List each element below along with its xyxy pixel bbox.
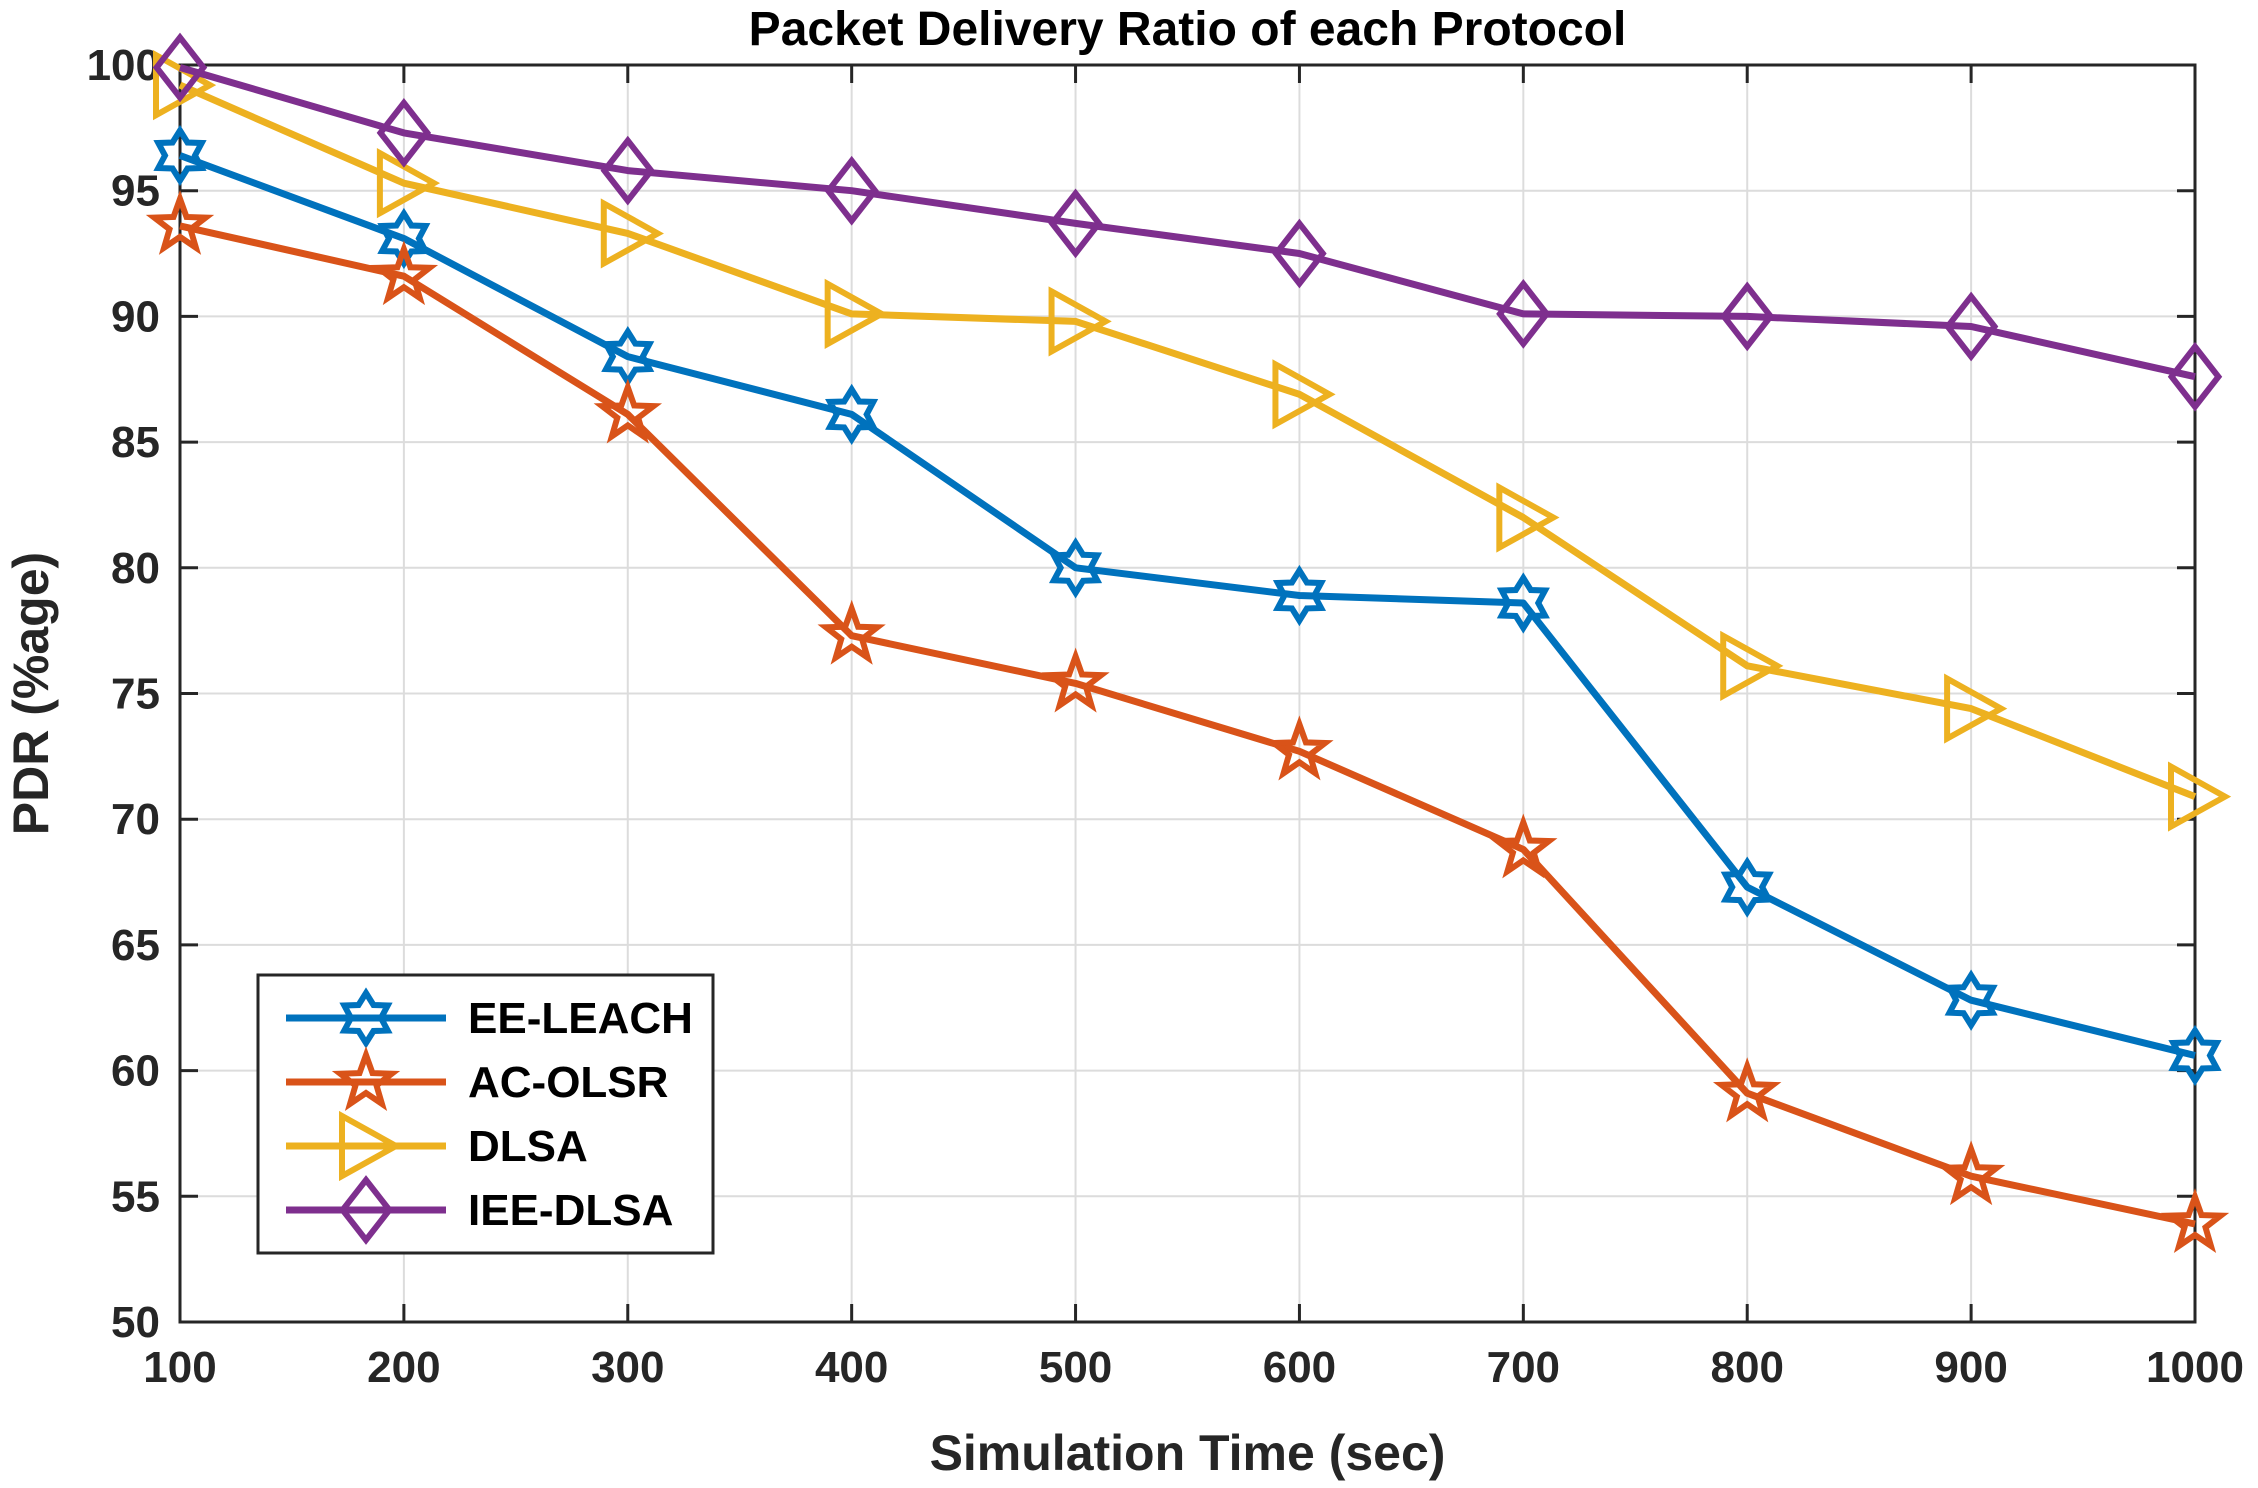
legend-marker-dlsa	[339, 1110, 403, 1182]
legend: EE-LEACH AC-OLSR DLSA IEE-DLSA	[256, 973, 715, 1255]
series-line-ee-leach	[178, 152, 2196, 1059]
data-point-dlsa	[824, 278, 888, 349]
data-point-ac-olsr	[1712, 1057, 1782, 1123]
legend-entry-ac-olsr: AC-OLSR	[286, 1046, 668, 1111]
legend-label-ee-leach: EE-LEACH	[468, 994, 693, 1043]
x-tick-label: 1000	[2146, 1343, 2244, 1392]
data-point-ac-olsr	[1936, 1140, 2006, 1206]
data-point-ac-olsr	[817, 599, 886, 665]
data-point-ee-leach	[2168, 1024, 2222, 1087]
y-tick-label: 90	[111, 292, 160, 341]
data-point-dlsa	[2168, 761, 2232, 832]
data-point-ee-leach	[1496, 572, 1550, 634]
data-point-iee-dlsa	[600, 135, 655, 206]
series-line-iee-dlsa	[179, 64, 2196, 381]
data-point-iee-dlsa	[1943, 291, 1999, 362]
x-tick-label: 800	[1711, 1343, 1784, 1392]
data-point-iee-dlsa	[2167, 341, 2223, 412]
data-point-ee-leach	[377, 207, 431, 270]
legend-label-dlsa: DLSA	[468, 1122, 588, 1171]
y-tick-label: 100	[87, 41, 160, 90]
x-tick-label: 300	[591, 1343, 664, 1392]
data-point-ee-leach	[1720, 856, 1774, 918]
data-point-dlsa	[376, 148, 441, 219]
data-point-iee-dlsa	[1272, 218, 1327, 289]
x-tick-label: 500	[1039, 1343, 1112, 1392]
y-tick-label: 85	[111, 418, 160, 467]
data-point-ac-olsr	[593, 378, 663, 444]
legend-label-ac-olsr: AC-OLSR	[468, 1058, 668, 1107]
legend-entry-iee-dlsa: IEE-DLSA	[286, 1175, 673, 1245]
data-point-iee-dlsa	[1496, 279, 1551, 349]
data-point-dlsa	[1048, 286, 1112, 357]
data-point-dlsa	[1720, 630, 1784, 701]
legend-marker-ac-olsr	[331, 1046, 401, 1111]
x-tick-label: 700	[1487, 1343, 1560, 1392]
x-tick-label: 200	[367, 1343, 440, 1392]
series-ac-olsr	[145, 190, 2230, 1253]
data-point-ee-leach	[1272, 564, 1327, 627]
x-tick-label: 400	[815, 1343, 888, 1392]
legend-marker-ee-leach	[339, 987, 393, 1049]
axis-ticks: 100 200 300 400 500 600 700 800 900 1000 50 55 60 65 7…	[87, 41, 2244, 1392]
series-line-ac-olsr	[179, 222, 2196, 1228]
data-point-ee-leach	[153, 124, 207, 187]
y-tick-label: 50	[111, 1298, 160, 1347]
data-point-ac-olsr	[1489, 813, 1558, 879]
series-ee-leach	[153, 124, 2222, 1087]
x-tick-label: 900	[1934, 1343, 2007, 1392]
data-point-dlsa	[1272, 359, 1336, 430]
data-point-ee-leach	[1048, 537, 1103, 599]
y-tick-label: 75	[111, 670, 160, 719]
data-point-iee-dlsa	[824, 155, 879, 226]
series-dlsa	[153, 50, 2232, 832]
legend-entry-ee-leach: EE-LEACH	[286, 987, 693, 1049]
data-point-ac-olsr	[369, 240, 439, 306]
legend-entry-dlsa: DLSA	[286, 1110, 588, 1182]
data-point-ac-olsr	[145, 190, 215, 255]
y-tick-label: 55	[111, 1172, 160, 1221]
data-point-iee-dlsa	[1048, 188, 1103, 259]
y-tick-label: 95	[111, 167, 160, 216]
x-axis-label: Simulation Time (sec)	[930, 1425, 1446, 1481]
data-point-ee-leach	[1944, 969, 1998, 1031]
y-tick-label: 70	[111, 795, 160, 844]
data-point-iee-dlsa	[376, 98, 432, 168]
data-point-iee-dlsa	[1720, 281, 1775, 352]
series-line-dlsa	[178, 81, 2197, 800]
data-point-dlsa	[1944, 673, 2008, 744]
data-series	[145, 32, 2232, 1253]
y-tick-label: 80	[111, 544, 160, 593]
data-point-ac-olsr	[1265, 715, 1334, 781]
series-iee-dlsa	[152, 32, 2223, 412]
data-point-dlsa	[1496, 482, 1560, 553]
legend-marker-iee-dlsa	[338, 1175, 394, 1245]
data-point-dlsa	[600, 198, 664, 269]
y-axis-label: PDR (%age)	[3, 552, 59, 835]
data-point-ac-olsr	[2160, 1188, 2230, 1253]
y-tick-label: 65	[111, 921, 160, 970]
x-tick-label: 100	[143, 1343, 216, 1392]
x-tick-label: 600	[1263, 1343, 1336, 1392]
legend-label-iee-dlsa: IEE-DLSA	[468, 1186, 673, 1235]
data-point-ee-leach	[825, 383, 879, 446]
data-point-iee-dlsa	[152, 32, 208, 103]
data-point-ac-olsr	[1041, 647, 1110, 713]
y-tick-label: 60	[111, 1047, 160, 1096]
chart-title: Packet Delivery Ratio of each Protocol	[749, 3, 1627, 56]
